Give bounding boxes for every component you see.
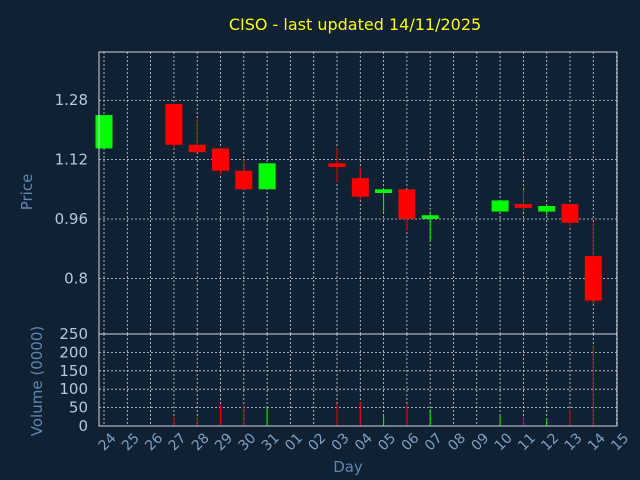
x-tick-label: 26 — [142, 430, 166, 454]
candle-body — [258, 163, 276, 190]
volume-tick-label: 50 — [69, 399, 88, 417]
x-tick-label: 15 — [608, 430, 632, 454]
chart-title: CISO - last updated 14/11/2025 — [229, 15, 481, 34]
x-tick-label: 11 — [515, 430, 539, 454]
volume-tick-label: 100 — [59, 380, 88, 398]
x-tick-label: 06 — [399, 430, 423, 454]
price-tick-label: 1.12 — [55, 151, 88, 169]
x-tick-label: 07 — [422, 430, 446, 454]
candle-body — [351, 178, 369, 197]
candle-body — [165, 103, 183, 145]
x-tick-label: 04 — [352, 430, 376, 454]
volume-panel-frame — [98, 333, 618, 427]
candle-body — [491, 200, 509, 212]
x-tick-label: 30 — [235, 430, 259, 454]
candle-body — [375, 189, 393, 193]
x-axis-label: Day — [333, 458, 363, 476]
x-tick-label: 25 — [119, 430, 143, 454]
x-tick-label: 02 — [305, 430, 329, 454]
candle-body — [561, 204, 579, 223]
candle-body — [188, 144, 206, 153]
x-tick-label: 03 — [329, 430, 353, 454]
volume-tick-label: 250 — [59, 325, 88, 343]
x-tick-label: 29 — [212, 430, 236, 454]
candles — [95, 103, 602, 305]
x-tick-labels: 24 25 26 27 28 29 30 31 01 02 03 04 05 06 07 08 09 10 11 12… — [96, 430, 633, 454]
candle-body — [328, 163, 346, 168]
x-tick-label: 12 — [538, 430, 562, 454]
x-tick-label: 01 — [282, 430, 306, 454]
volume-tick-label: 150 — [59, 362, 88, 380]
volume-tick-label: 200 — [59, 343, 88, 361]
candle-body — [538, 205, 556, 212]
price-tick-label: 0.8 — [64, 269, 88, 287]
volume-tick-label: 0 — [78, 417, 88, 435]
candle-body — [212, 148, 229, 171]
x-tick-label: 09 — [468, 430, 492, 454]
x-tick-label: 13 — [562, 430, 586, 454]
x-tick-label: 10 — [492, 430, 516, 454]
price-axis-label: Price — [18, 174, 36, 211]
x-tick-label: 27 — [166, 430, 190, 454]
volume-bars — [173, 345, 594, 426]
x-tick-label: 05 — [375, 430, 399, 454]
price-tick-label: 1.28 — [55, 91, 88, 109]
x-tick-label: 08 — [445, 430, 469, 454]
volume-axis-label: Volume (0000) — [28, 326, 46, 436]
candle-body — [421, 215, 439, 219]
candle-body — [584, 256, 602, 301]
candle-body — [398, 189, 416, 219]
x-tick-label: 14 — [585, 430, 609, 454]
x-tick-label: 24 — [96, 430, 120, 454]
x-tick-label: 28 — [189, 430, 213, 454]
candle-body — [95, 115, 113, 149]
x-tick-label: 31 — [259, 430, 283, 454]
price-tick-label: 0.96 — [55, 210, 88, 228]
candle-body — [514, 204, 532, 208]
candle-body — [235, 170, 253, 190]
